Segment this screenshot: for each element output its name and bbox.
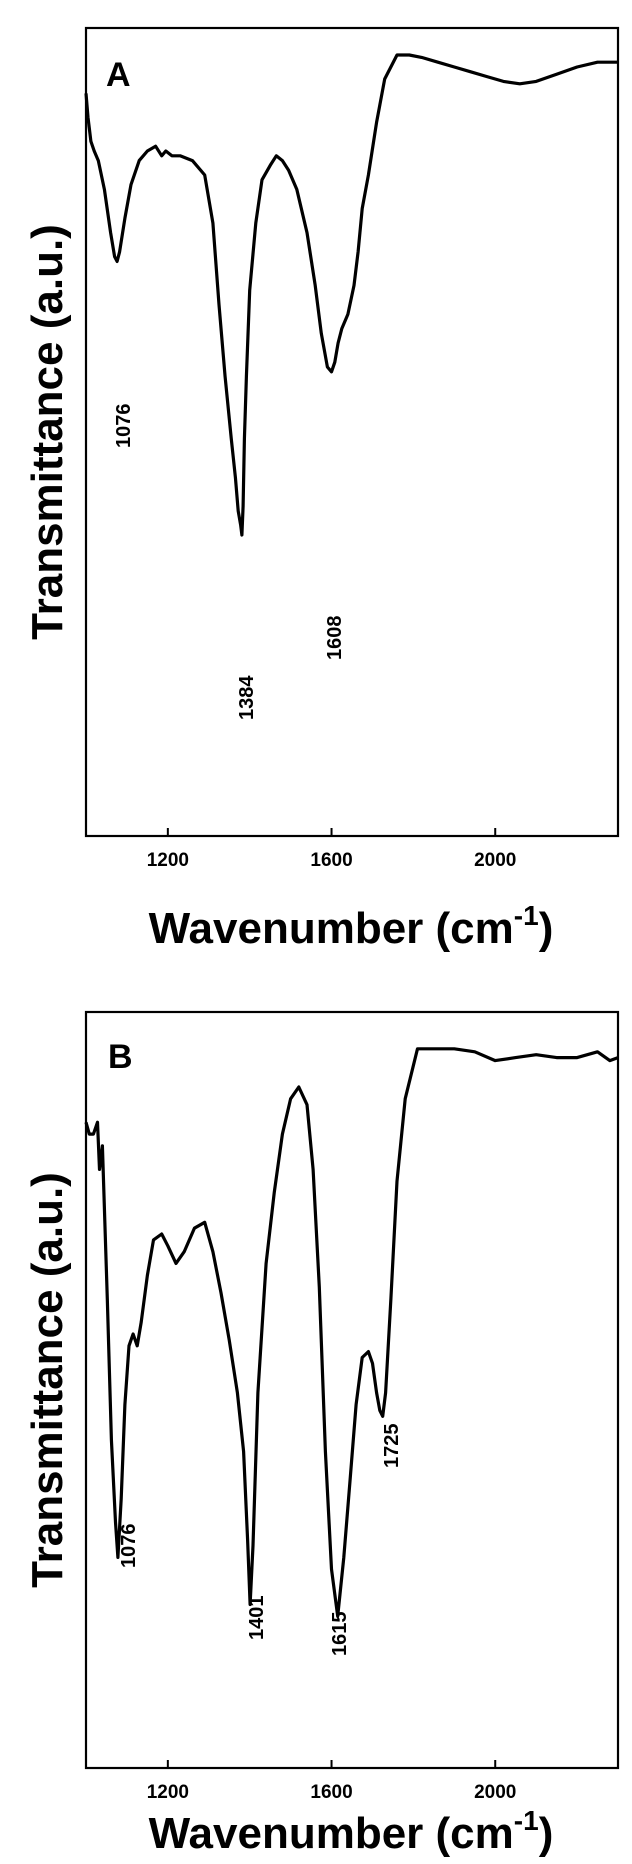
- panel-a-y-axis-title: Transmittance (a.u.): [23, 224, 72, 640]
- panel-b-peak-label-1076: 1076: [118, 1524, 140, 1569]
- panel-a-label: A: [106, 56, 131, 94]
- panel-b-x-tick-label: 2000: [474, 1782, 516, 1803]
- panel-b-label: B: [108, 1038, 133, 1076]
- panel-a-x-tick-label: 1600: [310, 850, 352, 871]
- panel-b-plot-frame: [84, 1010, 620, 1770]
- panel-a-peak-label-1608: 1608: [324, 616, 346, 661]
- panel-a-spectrum-line: [84, 53, 618, 537]
- panel-b-x-tick-label: 1200: [147, 1782, 189, 1803]
- panel-a-x-axis-title: Wavenumber (cm-1): [149, 900, 554, 953]
- panel-b-x-ticks: 1200 1600 2000: [147, 1760, 516, 1803]
- panel-b-peak-label-1401: 1401: [246, 1596, 268, 1641]
- panel-a-x-axis-title-base: Wavenumber (cm: [149, 904, 514, 953]
- panel-b-peak-label-1725: 1725: [381, 1424, 403, 1469]
- panel-a: A 1200 1600 2000 1076 1384 1608 Transmitta…: [23, 26, 620, 953]
- panel-b-x-axis-title-close: ): [539, 1809, 554, 1858]
- panel-a-x-axis-title-close: ): [539, 904, 554, 953]
- panel-b-x-axis-title: Wavenumber (cm-1): [149, 1805, 554, 1858]
- panel-b-x-axis-title-superscript: -1: [514, 1805, 539, 1836]
- panel-b: B 1200 1600 2000 1076 1401 1615 1725 Trans…: [23, 1010, 620, 1858]
- panel-b-peak-label-1615: 1615: [329, 1612, 351, 1657]
- panel-b-x-tick-label: 1600: [310, 1782, 352, 1803]
- panel-a-x-tick-label: 2000: [474, 850, 516, 871]
- panel-b-y-axis-title: Transmittance (a.u.): [23, 1172, 72, 1588]
- panel-b-spectrum-line: [84, 1047, 619, 1618]
- panel-a-x-axis-title-superscript: -1: [514, 900, 539, 931]
- panel-b-x-axis-title-base: Wavenumber (cm: [149, 1809, 514, 1858]
- panel-a-plot-frame: [84, 26, 620, 838]
- panel-a-x-tick-label: 1200: [147, 850, 189, 871]
- panel-a-peak-label-1384: 1384: [236, 675, 258, 720]
- panel-a-peak-label-1076: 1076: [113, 404, 135, 449]
- panel-a-x-ticks: 1200 1600 2000: [147, 828, 516, 871]
